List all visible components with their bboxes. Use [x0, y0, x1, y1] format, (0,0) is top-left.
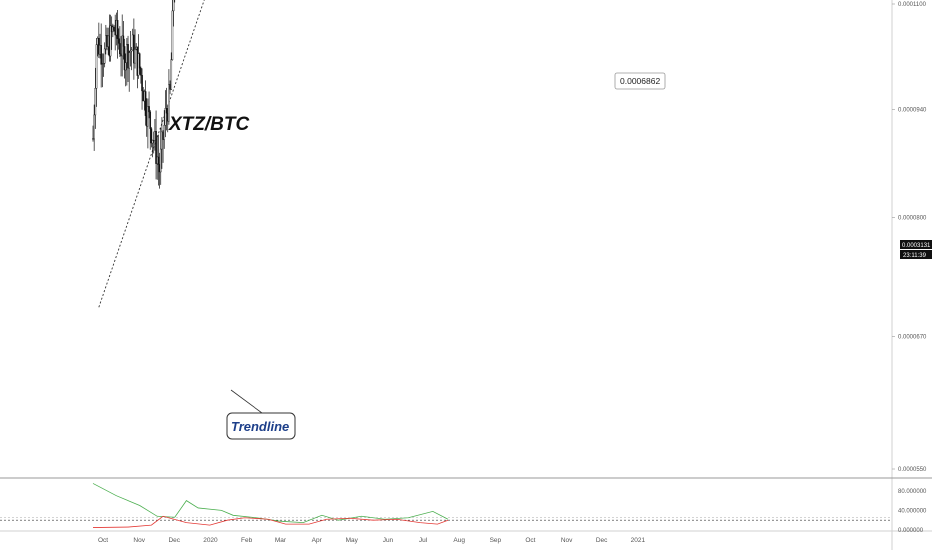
trendline-callout-pointer [230, 389, 263, 414]
time-tick-label: Jun [383, 537, 394, 544]
candle-body [94, 88, 97, 116]
candle-body [138, 53, 141, 69]
candles-layer [92, 0, 176, 189]
candle-body [148, 106, 150, 113]
price-tick-label: 0.0000550 [898, 467, 927, 473]
indicator-tick-label: 40.000000 [898, 508, 927, 514]
candle-body [164, 108, 167, 126]
candle-body [119, 43, 121, 55]
candle-body [128, 52, 131, 69]
candle-body [157, 156, 160, 165]
candle-body [117, 38, 120, 44]
time-tick-label: Sep [490, 537, 502, 544]
candle-body [144, 91, 147, 116]
indicator-fast-line [92, 483, 449, 524]
candle-body [109, 25, 112, 57]
candle-body [95, 44, 98, 89]
candle-body [159, 148, 162, 173]
candle-body [134, 49, 136, 64]
candle-body [171, 10, 174, 60]
candle-body [102, 63, 105, 65]
current-price-tag: 0.0003131 23:11:39 [900, 240, 932, 259]
candle-body [150, 128, 153, 144]
time-tick-label: Feb [241, 537, 253, 544]
time-tick-label: Apr [312, 537, 323, 544]
target-callout: 0.0006862 [614, 72, 666, 90]
price-tick-label: 0.0000940 [898, 107, 927, 113]
candle-body [140, 67, 142, 76]
time-tick-label: May [346, 537, 359, 544]
candle-body [123, 46, 126, 71]
time-tick-label: Mar [275, 537, 287, 544]
current-price-value: 0.0003131 [902, 243, 931, 249]
time-tick-label: 2021 [631, 537, 646, 544]
candle-body [165, 108, 168, 114]
chart-title: XTZ/BTC [168, 114, 249, 135]
indicator-tick-label: 0.000000 [898, 528, 924, 534]
candle-body [163, 125, 166, 140]
time-tick-label: Oct [525, 537, 535, 544]
candle-body [93, 114, 95, 140]
trendline-layer [98, 0, 263, 414]
price-tick-label: 0.0000670 [898, 335, 927, 341]
price-axis[interactable]: 0.00110000.00100000.00090000.00080000.00… [892, 0, 927, 473]
candle-body [147, 106, 149, 127]
trendline-label: Trendline [231, 419, 289, 434]
candle-body [116, 20, 119, 39]
candle-body [103, 48, 106, 64]
price-tick-label: 0.0000800 [898, 216, 927, 222]
candle-body [149, 111, 152, 129]
time-tick-label: 2020 [203, 537, 218, 544]
price-tick-label: 0.0001100 [898, 2, 927, 8]
time-axis[interactable]: Oct Nov Dec 2020 Feb Mar Apr May Jun Jul Aug Sep Oct… [98, 537, 646, 544]
time-tick-label: Jul [419, 537, 428, 544]
candle-body [130, 49, 133, 52]
time-tick-label: Aug [453, 537, 465, 544]
time-tick-label: Dec [596, 537, 608, 544]
time-tick-label: Nov [133, 537, 145, 544]
indicator-tick-label: 80.000000 [898, 489, 927, 495]
candle-body [141, 75, 143, 92]
candle-body [124, 62, 127, 71]
candle-body [168, 84, 170, 122]
candle-body [129, 51, 132, 53]
time-tick-label: Nov [561, 537, 573, 544]
time-tick-label: Dec [168, 537, 180, 544]
candle-body [122, 35, 125, 47]
trendline-callout: Trendline [226, 412, 296, 440]
candle-body [151, 140, 154, 144]
lower-channel-line [98, 0, 205, 308]
candle-body [155, 131, 157, 164]
candle-body [170, 59, 173, 90]
candle-body [113, 26, 115, 31]
candle-body [100, 44, 102, 65]
indicator-slow-line [92, 515, 449, 528]
candle-body [133, 34, 135, 64]
time-tick-label: Oct [98, 537, 108, 544]
candle-body [161, 131, 163, 150]
candle-body [172, 0, 175, 12]
indicator-pane: 80.000000 40.000000 0.000000 [0, 483, 927, 534]
target-price-label: 0.0006862 [620, 76, 660, 86]
countdown-value: 23:11:39 [903, 253, 927, 259]
